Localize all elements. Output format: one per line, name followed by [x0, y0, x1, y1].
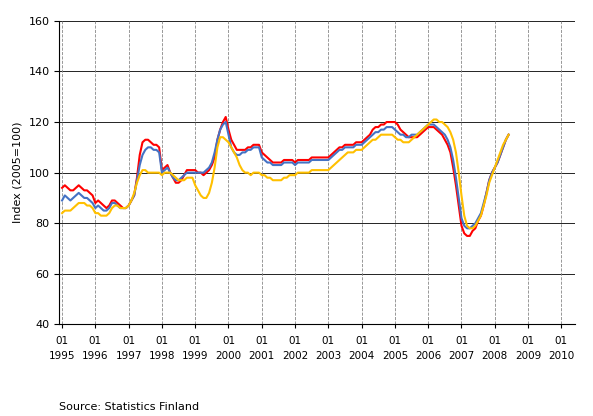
Text: 2001: 2001	[248, 351, 275, 361]
Text: Source: Statistics Finland: Source: Statistics Finland	[59, 402, 199, 412]
Text: 2008: 2008	[482, 351, 508, 361]
Text: 2002: 2002	[282, 351, 308, 361]
Text: 2007: 2007	[448, 351, 474, 361]
Text: 01: 01	[222, 336, 235, 346]
Text: 01: 01	[422, 336, 435, 346]
Text: 01: 01	[255, 336, 269, 346]
Text: 2010: 2010	[548, 351, 575, 361]
Text: 1997: 1997	[116, 351, 142, 361]
Text: 01: 01	[521, 336, 535, 346]
Text: 01: 01	[155, 336, 168, 346]
Text: 01: 01	[388, 336, 401, 346]
Text: 1996: 1996	[82, 351, 109, 361]
Text: 01: 01	[488, 336, 501, 346]
Text: 01: 01	[322, 336, 335, 346]
Text: 1999: 1999	[182, 351, 209, 361]
Text: 2006: 2006	[415, 351, 441, 361]
Text: 2000: 2000	[215, 351, 241, 361]
Y-axis label: Index (2005=100): Index (2005=100)	[13, 122, 23, 223]
Text: 01: 01	[56, 336, 69, 346]
Text: 2005: 2005	[382, 351, 408, 361]
Text: 01: 01	[555, 336, 568, 346]
Text: 1998: 1998	[149, 351, 175, 361]
Text: 01: 01	[122, 336, 135, 346]
Text: 2004: 2004	[349, 351, 375, 361]
Text: 1995: 1995	[49, 351, 75, 361]
Text: 01: 01	[355, 336, 368, 346]
Text: 01: 01	[189, 336, 202, 346]
Text: 2009: 2009	[515, 351, 541, 361]
Text: 01: 01	[89, 336, 102, 346]
Text: 01: 01	[455, 336, 468, 346]
Text: 01: 01	[289, 336, 302, 346]
Text: 2003: 2003	[315, 351, 342, 361]
